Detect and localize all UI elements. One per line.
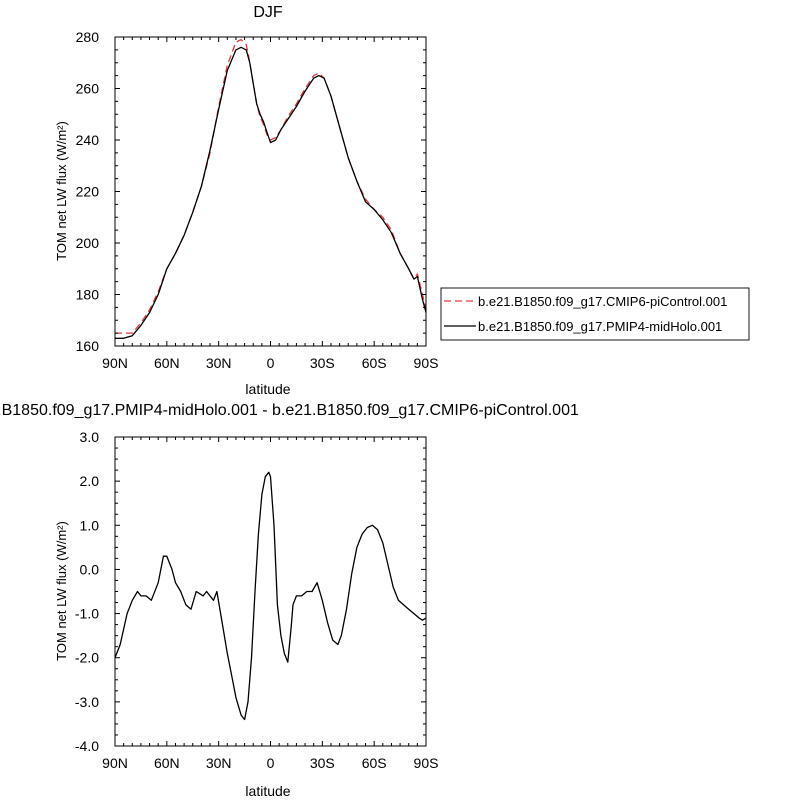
top-y-tick-label: 220 bbox=[76, 184, 100, 200]
bottom-plot-area: 90N 60N 30N 0 30S 60S 90S -4.0 -3.0 -2.0 -1.0 0.0 1.… bbox=[75, 429, 439, 771]
top-panel: DJF 90N 60N 30N 0 30S 60S 90S 160 180 200 220 240 26… bbox=[54, 4, 750, 397]
bottom-x-tick-label: 0 bbox=[267, 755, 275, 771]
bottom-y-tick-label: -1.0 bbox=[75, 606, 99, 622]
top-y-axis-label: TOM net LW flux (W/m²) bbox=[54, 121, 69, 261]
bottom-x-tick-label: 90S bbox=[414, 755, 439, 771]
top-x-tick-label: 30S bbox=[310, 355, 335, 371]
top-series-line-0 bbox=[115, 38, 427, 334]
top-x-tick-label: 60N bbox=[154, 355, 180, 371]
bottom-x-tick-label: 30N bbox=[206, 755, 232, 771]
legend-box bbox=[440, 287, 750, 341]
legend-label-picontrol: b.e21.B1850.f09_g17.CMIP6-piControl.001 bbox=[478, 294, 727, 309]
top-y-tick-label: 160 bbox=[76, 338, 100, 354]
top-x-tick-label: 90N bbox=[102, 355, 128, 371]
top-x-tick-label: 60S bbox=[362, 355, 387, 371]
bottom-x-tick-label: 30S bbox=[310, 755, 335, 771]
bottom-x-tick-label: 60S bbox=[362, 755, 387, 771]
top-x-tick-label: 90S bbox=[414, 355, 439, 371]
bottom-y-tick-label: -3.0 bbox=[75, 694, 99, 710]
top-x-axis-label: latitude bbox=[245, 381, 290, 397]
legend-label-midholo: b.e21.B1850.f09_g17.PMIP4-midHolo.001 bbox=[478, 319, 722, 334]
top-x-tick-label: 30N bbox=[206, 355, 232, 371]
top-y-tick-label: 200 bbox=[76, 235, 100, 251]
top-series-line-1 bbox=[115, 46, 427, 339]
bottom-y-tick-label: -2.0 bbox=[75, 650, 99, 666]
top-axes-frame bbox=[114, 36, 427, 347]
bottom-x-tick-label: 90N bbox=[102, 755, 128, 771]
bottom-series-line-0 bbox=[114, 471, 427, 721]
bottom-x-axis-label: latitude bbox=[245, 783, 290, 799]
top-x-tick-label: 0 bbox=[267, 355, 275, 371]
bottom-y-tick-label: 0.0 bbox=[80, 561, 100, 577]
top-y-tick-label: 180 bbox=[76, 287, 100, 303]
bottom-chart-title: b.e21.B1850.f09_g17.PMIP4-midHolo.001 - … bbox=[0, 402, 579, 419]
bottom-y-tick-label: 1.0 bbox=[80, 517, 100, 533]
top-chart-title: DJF bbox=[253, 4, 283, 21]
bottom-y-tick-label: 3.0 bbox=[80, 429, 100, 445]
top-y-tick-label: 260 bbox=[76, 81, 100, 97]
top-plot-area: 90N 60N 30N 0 30S 60S 90S 160 180 200 220 240 260 280 bbox=[76, 29, 439, 371]
top-y-tick-label: 280 bbox=[76, 29, 100, 45]
top-y-tick-label: 240 bbox=[76, 132, 100, 148]
legend: b.e21.B1850.f09_g17.CMIP6-piControl.001 … bbox=[440, 287, 750, 341]
bottom-panel: b.e21.B1850.f09_g17.PMIP4-midHolo.001 - … bbox=[0, 402, 579, 799]
bottom-y-tick-label: -4.0 bbox=[75, 738, 99, 754]
bottom-y-axis-label: TOM net LW flux (W/m²) bbox=[54, 521, 69, 661]
bottom-y-tick-label: 2.0 bbox=[80, 473, 100, 489]
bottom-x-tick-label: 60N bbox=[154, 755, 180, 771]
